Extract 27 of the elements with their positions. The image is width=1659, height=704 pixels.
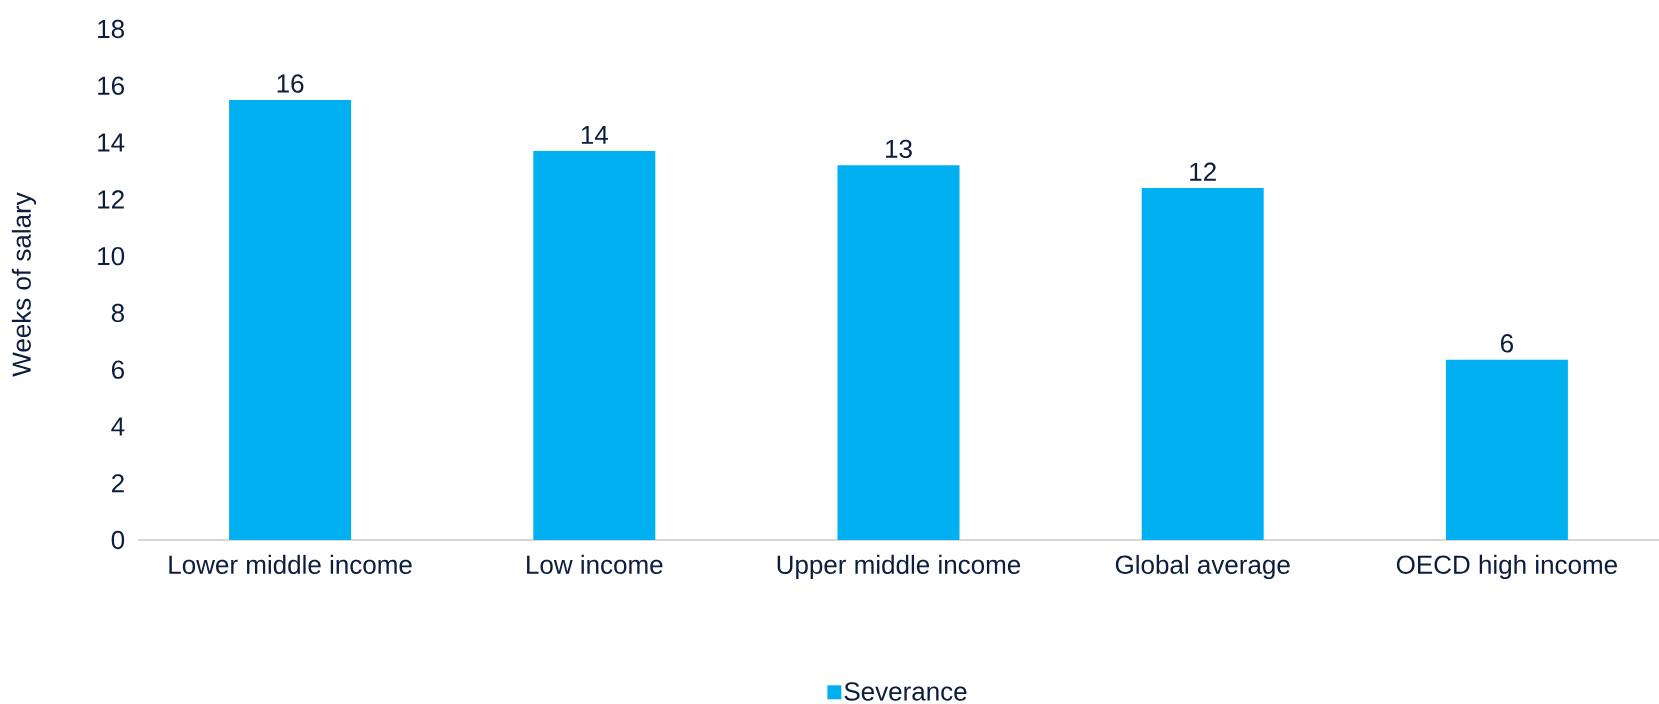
y-tick-label: 8	[111, 303, 124, 323]
y-tick-label: 6	[111, 360, 124, 379]
x-tick-label: Low income	[527, 554, 663, 574]
y-tick-label: 14	[98, 133, 125, 152]
y-tick-label: 4	[111, 417, 125, 436]
y-tick-label: 0	[111, 530, 125, 550]
bar	[229, 99, 352, 540]
y-tick-label: 16	[98, 76, 124, 95]
legend-label: Severance	[844, 682, 967, 701]
data-label: 6	[1501, 334, 1513, 353]
y-tick-label: 2	[111, 474, 124, 493]
data-label: 12	[1190, 162, 1216, 181]
bar	[1141, 187, 1264, 540]
y-tick-label: 12	[98, 190, 124, 209]
data-label: 16	[277, 74, 304, 93]
y-tick-label: 10	[98, 246, 125, 266]
x-tick-label: Lower middle income	[169, 554, 412, 574]
x-tick-label: Global average	[1115, 554, 1290, 580]
y-axis-title: Weeks of salary	[11, 192, 37, 377]
bar	[837, 165, 960, 540]
data-label: 14	[581, 125, 609, 144]
x-tick-label: OECD high income	[1396, 554, 1617, 580]
data-label: 13	[886, 139, 912, 159]
bar	[533, 151, 656, 540]
bar	[1445, 359, 1568, 540]
x-tick-label: Upper middle income	[777, 554, 1021, 580]
y-tick-label: 18	[98, 19, 124, 39]
